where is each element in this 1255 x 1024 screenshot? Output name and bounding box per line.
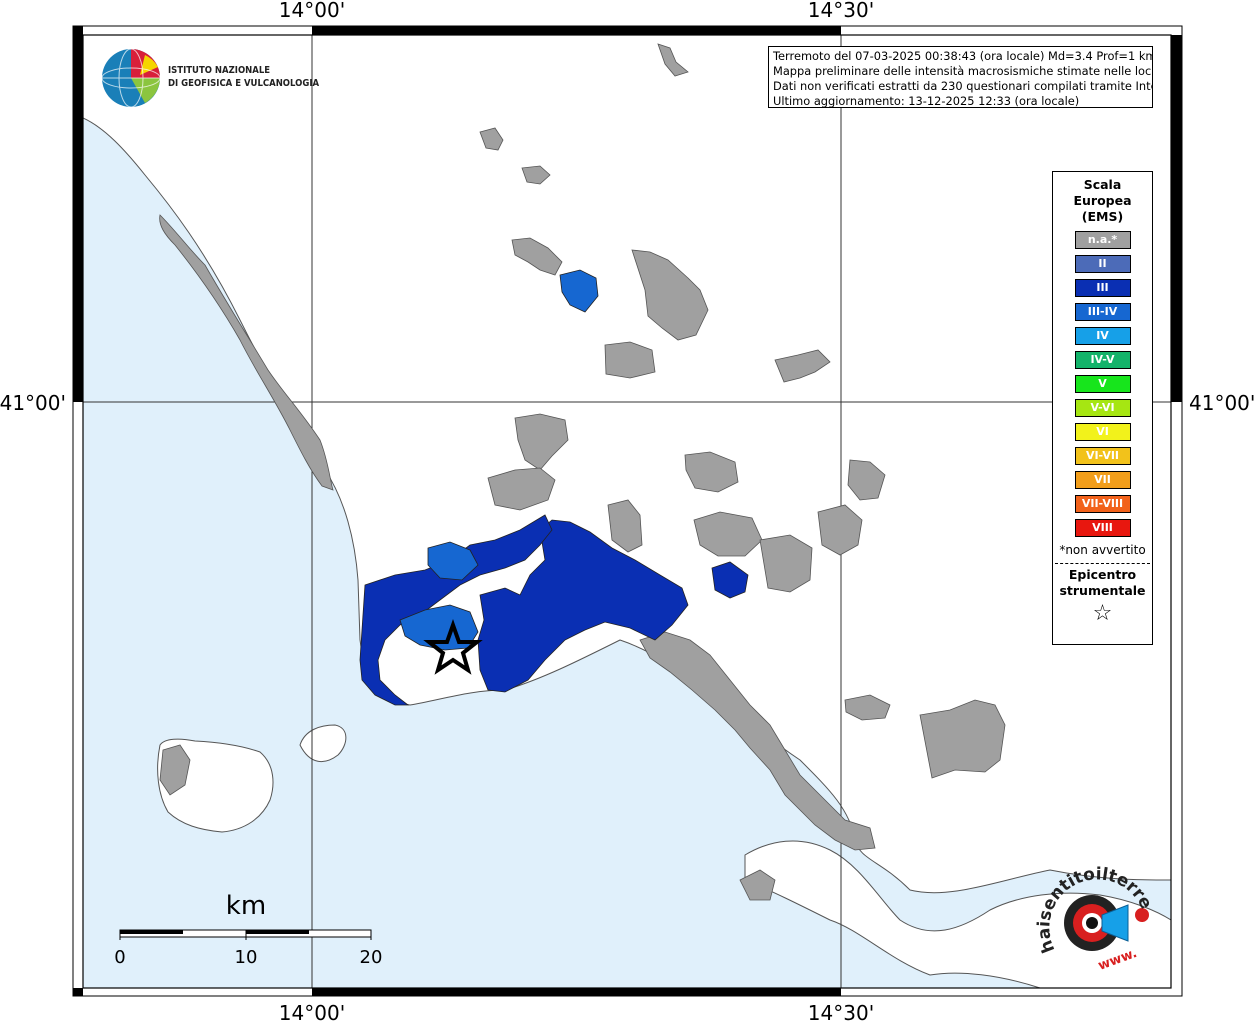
info-line-2: Mappa preliminare delle intensità macros… [773, 64, 1153, 78]
scale-label-10: 10 [235, 947, 258, 968]
legend-separator [1055, 563, 1150, 564]
info-line-3: Dati non verificati estratti da 230 ques… [773, 79, 1153, 93]
legend-title-1: Scala [1083, 177, 1122, 192]
legend-item: n.a.* [1074, 231, 1131, 249]
haisentito-logo: haisentitoilterremoto.it www. [1030, 855, 1156, 974]
legend-item: II [1074, 255, 1131, 273]
bottom-tick-2: 14°30' [808, 1001, 874, 1024]
municipalities-na [159, 43, 1006, 901]
legend-item: IV-V [1074, 351, 1131, 369]
municipalities-ems-III [359, 514, 749, 706]
earthquake-info-box: Terremoto del 07-03-2025 00:38:43 (ora l… [768, 46, 1153, 108]
top-tick-2: 14°30' [808, 0, 874, 22]
legend-epicenter-2: strumentale [1059, 583, 1146, 598]
legend-item: III-IV [1074, 303, 1131, 321]
legend-item: VI-VII [1074, 447, 1131, 465]
scale-bar: km 0 10 20 [114, 891, 382, 968]
info-line-4: Ultimo aggiornamento: 13-12-2025 12:33 (… [773, 94, 1080, 108]
scale-label-0: 0 [114, 947, 125, 968]
legend-item: IV [1074, 327, 1131, 345]
left-tick-1: 41°00' [0, 391, 66, 415]
legend-note: *non avvertito [1059, 543, 1146, 557]
ems-legend: Scala Europea (EMS) n.a.* II III III-IV IV IV… [1052, 171, 1153, 645]
epicenter-star [423, 618, 483, 675]
legend-item: III [1074, 279, 1131, 297]
legend-epicenter-1: Epicentro [1068, 567, 1137, 582]
legend-item: VII [1074, 471, 1131, 489]
municipalities-ems-III-IV [399, 269, 599, 651]
scale-label-20: 20 [360, 947, 383, 968]
logo-line-2: DI GEOFISICA E VULCANOLOGIA [168, 78, 320, 89]
globe-icon [101, 48, 161, 108]
legend-title-3: (EMS) [1081, 209, 1124, 224]
legend-title-2: Europea [1073, 193, 1132, 208]
epicenter-star-icon: ☆ [1092, 601, 1113, 626]
legend-item: V [1074, 375, 1131, 393]
ingv-logo: ISTITUTO NAZIONALE DI GEOFISICA E VULCAN… [100, 47, 319, 109]
legend-item: VI [1074, 423, 1131, 441]
legend-item: V-VI [1074, 399, 1131, 417]
legend-item: VII-VIII [1074, 495, 1131, 513]
info-line-1: Terremoto del 07-03-2025 00:38:43 (ora l… [773, 49, 1153, 63]
right-tick-1: 41°00' [1189, 391, 1255, 415]
legend-items: n.a.* II III III-IV IV IV-V V V-VI VI VI-VII VII VI… [1053, 231, 1152, 537]
watermark-url: www. [1096, 946, 1139, 974]
map-area [83, 35, 1171, 988]
sea [83, 117, 1171, 988]
map-frame [72, 25, 1183, 997]
bottom-tick-1: 14°00' [279, 1001, 345, 1024]
logo-line-1: ISTITUTO NAZIONALE [168, 65, 271, 76]
legend-item: VIII [1074, 519, 1131, 537]
top-tick-1: 14°00' [279, 0, 345, 22]
scale-unit: km [226, 891, 266, 921]
